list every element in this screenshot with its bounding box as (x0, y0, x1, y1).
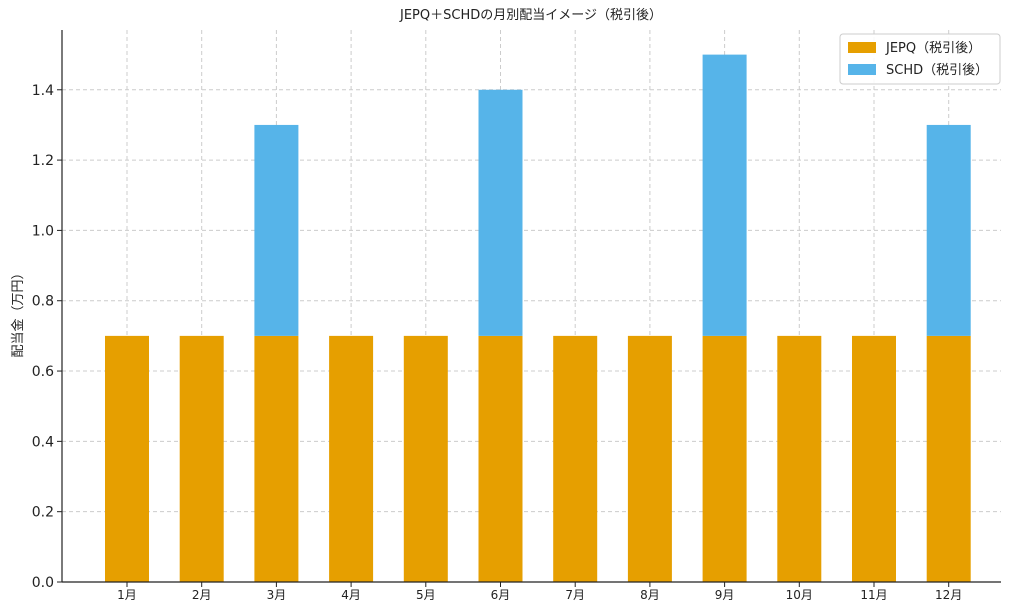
bar-schd-6 (478, 89, 523, 336)
y-tick-label: 0.8 (32, 294, 54, 310)
y-tick-label: 1.0 (32, 223, 54, 239)
y-tick-label: 0.2 (32, 505, 54, 521)
bar-jepq-2 (179, 335, 224, 582)
chart-title: JEPQ＋SCHDの月別配当イメージ（税引後） (399, 8, 662, 23)
y-tick-label: 0.0 (32, 575, 54, 591)
legend-label-schd: SCHD（税引後） (886, 63, 988, 78)
x-tick-label: 10月 (786, 588, 813, 602)
bar-schd-3 (254, 124, 299, 336)
x-tick-label: 2月 (192, 588, 212, 602)
y-tick-label: 0.6 (32, 364, 54, 380)
bar-jepq-12 (926, 335, 971, 582)
legend-swatch-jepq (848, 42, 876, 53)
x-tick-label: 12月 (935, 588, 962, 602)
y-tick-label: 0.4 (32, 434, 54, 450)
legend-label-jepq: JEPQ（税引後） (885, 41, 981, 56)
legend: JEPQ（税引後） SCHD（税引後） (839, 33, 1001, 85)
legend-swatch-schd (848, 64, 876, 75)
x-ticks: 1月 2月 3月 4月 5月 6月 7月 8月 9月 10月 11月 12月 (117, 582, 962, 602)
bar-jepq-6 (478, 335, 523, 582)
bar-schd-9 (702, 54, 747, 336)
bar-jepq-8 (627, 335, 672, 582)
bars (105, 54, 971, 582)
bar-jepq-11 (852, 335, 896, 582)
x-tick-label: 3月 (267, 588, 287, 602)
bar-jepq-4 (329, 335, 374, 582)
x-tick-label: 11月 (860, 588, 887, 602)
bar-jepq-3 (254, 335, 299, 582)
x-tick-label: 9月 (715, 588, 735, 602)
bar-jepq-10 (777, 335, 822, 582)
x-tick-label: 5月 (416, 588, 436, 602)
x-tick-label: 7月 (565, 588, 585, 602)
bar-jepq-5 (403, 335, 448, 582)
axes (61, 30, 1001, 583)
bar-schd-12 (926, 124, 971, 336)
x-tick-label: 6月 (491, 588, 511, 602)
x-tick-label: 4月 (341, 588, 361, 602)
y-axis-label: 配当金（万円） (10, 266, 26, 357)
legend-frame (839, 33, 1001, 85)
bar-jepq-1 (105, 335, 149, 582)
y-tick-label: 1.2 (32, 153, 54, 169)
bar-jepq-7 (553, 335, 598, 582)
x-tick-label: 8月 (640, 588, 660, 602)
x-tick-label: 1月 (117, 588, 137, 602)
y-ticks: 0.0 0.2 0.4 0.6 0.8 1.0 1.2 1.4 (32, 83, 62, 591)
y-tick-label: 1.4 (32, 83, 54, 99)
bar-jepq-9 (702, 335, 747, 582)
